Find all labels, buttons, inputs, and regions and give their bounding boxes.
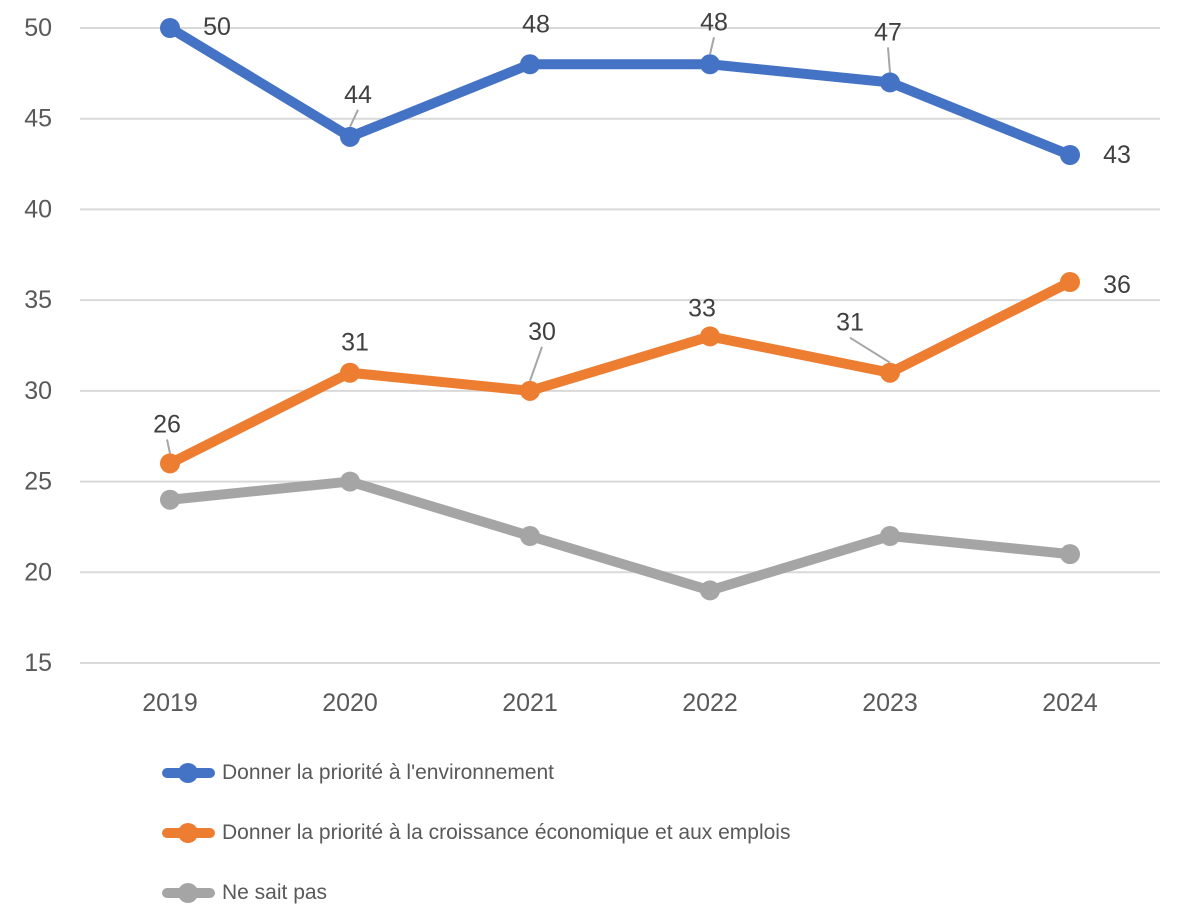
data-point-dont-know-2020[interactable] bbox=[340, 471, 360, 492]
series-line-environment[interactable] bbox=[165, 23, 1075, 160]
legend-line-dot-icon bbox=[162, 823, 218, 843]
data-label-leader-line bbox=[166, 439, 171, 454]
y-tick-label: 40 bbox=[24, 195, 52, 223]
data-point-dont-know-2021[interactable] bbox=[520, 526, 540, 546]
data-label-leader-line bbox=[349, 109, 359, 128]
series-line-dont-know[interactable] bbox=[165, 476, 1075, 596]
data-label-economy-jobs-2020: 31 bbox=[341, 329, 369, 357]
data-point-economy-jobs-2021[interactable] bbox=[520, 380, 540, 401]
y-tick-label: 30 bbox=[24, 377, 52, 405]
legend-line-dot-icon bbox=[162, 763, 218, 783]
chart-legend: Donner la priorité à l'environnement Donn… bbox=[162, 743, 790, 923]
x-axis-label: 2021 bbox=[502, 689, 558, 717]
legend-label-environment: Donner la priorité à l'environnement bbox=[222, 761, 555, 784]
legend-line-dot-icon bbox=[162, 883, 218, 903]
data-point-environment-2023[interactable] bbox=[880, 72, 900, 93]
data-point-dont-know-2023[interactable] bbox=[880, 526, 900, 546]
y-tick-label: 50 bbox=[24, 14, 52, 42]
x-axis-label: 2024 bbox=[1042, 689, 1098, 717]
data-label-economy-jobs-2021: 30 bbox=[528, 318, 556, 346]
legend-item-environment[interactable]: Donner la priorité à l'environnement bbox=[162, 743, 790, 803]
data-point-economy-jobs-2020[interactable] bbox=[340, 362, 360, 383]
data-label-leader-line bbox=[709, 37, 715, 55]
data-point-dont-know-2024[interactable] bbox=[1060, 544, 1080, 565]
data-point-dont-know-2019[interactable] bbox=[160, 489, 180, 510]
data-point-economy-jobs-2024[interactable] bbox=[1060, 272, 1080, 292]
data-label-leader-line bbox=[529, 346, 543, 382]
data-label-environment-2024: 43 bbox=[1103, 141, 1131, 169]
data-point-environment-2024[interactable] bbox=[1060, 145, 1080, 165]
y-tick-label: 25 bbox=[24, 468, 52, 496]
data-point-economy-jobs-2023[interactable] bbox=[880, 362, 900, 383]
legend-label-economy-jobs: Donner la priorité à la croissance écono… bbox=[222, 821, 791, 844]
data-label-environment-2023: 47 bbox=[874, 18, 902, 46]
line-chart: 15 20 25 30 35 40 45 50 2019 2020 2021 2022 2023 2024… bbox=[24, 8, 1160, 717]
data-label-economy-jobs-2023: 31 bbox=[836, 309, 864, 337]
data-point-environment-2022[interactable] bbox=[700, 54, 720, 75]
data-label-environment-2022: 48 bbox=[700, 8, 728, 36]
y-tick-label: 35 bbox=[24, 286, 52, 314]
y-tick-label: 15 bbox=[24, 649, 52, 677]
data-point-environment-2021[interactable] bbox=[520, 54, 540, 75]
legend-label-dont-know: Ne sait pas bbox=[222, 881, 328, 904]
y-tick-label: 45 bbox=[24, 105, 52, 133]
y-tick-label: 20 bbox=[24, 558, 52, 586]
data-label-environment-2020: 44 bbox=[344, 81, 372, 109]
data-label-economy-jobs-2024: 36 bbox=[1103, 271, 1131, 299]
x-axis-label: 2020 bbox=[322, 689, 378, 717]
data-label-economy-jobs-2019: 26 bbox=[153, 410, 181, 438]
series-line-economy-jobs[interactable] bbox=[165, 277, 1075, 469]
legend-item-economy-jobs[interactable]: Donner la priorité à la croissance écono… bbox=[162, 803, 790, 863]
data-label-leader-line bbox=[849, 336, 891, 364]
data-label-environment-2019: 50 bbox=[203, 13, 231, 41]
data-point-environment-2020[interactable] bbox=[340, 126, 360, 147]
data-label-environment-2021: 48 bbox=[522, 10, 550, 38]
data-label-leader-line bbox=[887, 47, 891, 73]
legend-item-dont-know[interactable]: Ne sait pas bbox=[162, 863, 790, 923]
x-axis-label: 2019 bbox=[142, 689, 198, 717]
data-point-dont-know-2022[interactable] bbox=[700, 580, 720, 601]
data-point-economy-jobs-2022[interactable] bbox=[700, 326, 720, 347]
data-point-environment-2019[interactable] bbox=[160, 18, 180, 38]
x-axis-label: 2022 bbox=[682, 689, 738, 717]
data-point-economy-jobs-2019[interactable] bbox=[160, 453, 180, 474]
data-label-economy-jobs-2022: 33 bbox=[688, 294, 716, 322]
x-axis-label: 2023 bbox=[862, 689, 918, 717]
